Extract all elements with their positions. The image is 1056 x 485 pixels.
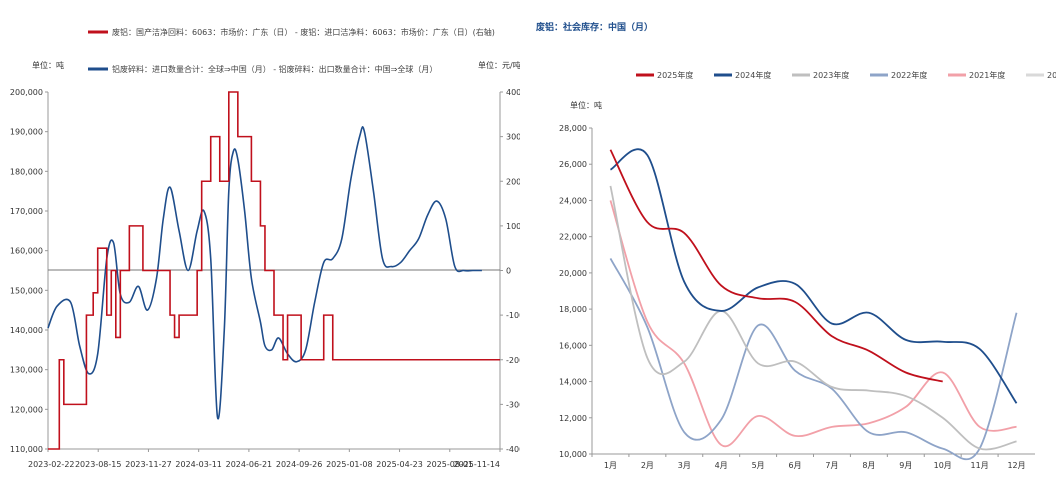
right-plot-series: [609, 148, 1018, 461]
y-tick-label: 12,000: [559, 414, 587, 423]
x-tick-label: 8月: [862, 461, 875, 470]
y-tick-label: 26,000: [559, 160, 587, 169]
y-tick-label: 20,000: [559, 269, 587, 278]
y-tick-label: 18,000: [559, 305, 587, 314]
left-x-tick-label: 2025-08-01: [427, 460, 474, 469]
right-chart: 废铝：社会库存：中国（月） 2025年度 2024年度 2023年度 2022年度 20…: [536, 21, 1056, 470]
left-x-tick-label: 2025-04-23: [376, 460, 423, 469]
left-y-tick-label: 120,000: [10, 405, 43, 414]
legend-label-price-spread: 废铝：国产洁净回料：6063：市场价：广东（日） - 废铝：进口洁净料：6063…: [112, 27, 495, 37]
y-tick-label: 16,000: [559, 341, 587, 350]
right-y-tick-label: 100: [506, 222, 520, 231]
right-y-tick-label: -100: [506, 311, 520, 320]
x-tick-label: 12月: [1007, 461, 1025, 470]
legend-label: 2021年度: [969, 70, 1005, 80]
left-chart: 废铝：国产洁净回料：6063：市场价：广东（日） - 废铝：进口洁净料：6063…: [10, 27, 520, 469]
series-line: [609, 257, 1018, 461]
unit-left: 单位：吨: [32, 60, 64, 70]
legend-label: 2023年度: [813, 70, 849, 80]
left-y-tick-label: 170,000: [10, 207, 43, 216]
series-line: [609, 185, 1017, 451]
series-line: [609, 200, 1017, 448]
right-legend: 2025年度 2024年度 2023年度 2022年度 2021年度 2020年度: [636, 70, 1056, 80]
x-tick-label: 3月: [678, 461, 691, 470]
right-unit: 单位：吨: [570, 100, 602, 110]
x-tick-label: 9月: [899, 461, 912, 470]
series-price-spread-line: [48, 91, 500, 450]
y-tick-label: 14,000: [559, 378, 587, 387]
legend-label: 2025年度: [657, 70, 693, 80]
left-x-tick-label: 2024-03-11: [175, 460, 222, 469]
x-tick-label: 2月: [641, 461, 654, 470]
series-line: [609, 148, 1018, 404]
left-x-tick-label: 2023-11-27: [125, 460, 172, 469]
series-net-import-line: [47, 125, 482, 420]
right-y-tick-label: 200: [506, 177, 520, 186]
legend-label: 2022年度: [891, 70, 927, 80]
right-plot-x-ticks: 1月 2月 3月 4月 5月 6月 7月 8月 9月 10月 11月 12月: [591, 454, 1026, 470]
right-plot-y-ticks: 10,000 12,000 14,000 16,000 18,000 20,000 22,0…: [559, 124, 592, 459]
x-tick-label: 10月: [934, 461, 952, 470]
right-y-tick-label: -200: [506, 356, 520, 365]
left-x-tick-label: 2025-11-14: [454, 460, 501, 469]
left-y-tick-label: 140,000: [10, 326, 43, 335]
x-tick-label: 7月: [825, 461, 838, 470]
left-y-ticks: 110,000 120,000 130,000 140,000 150,000 160,0…: [10, 88, 48, 454]
left-x-tick-label: 2023-02-22: [28, 460, 75, 469]
left-y-tick-label: 110,000: [10, 445, 43, 454]
x-tick-label: 6月: [788, 461, 801, 470]
unit-right: 单位：元/吨: [478, 60, 520, 70]
left-x-ticks: 2023-02-22 2023-08-15 2023-11-27 2024-03-11…: [28, 449, 501, 469]
y-tick-label: 28,000: [559, 124, 587, 133]
left-y-tick-label: 130,000: [10, 366, 43, 375]
y-tick-label: 22,000: [559, 233, 587, 242]
left-x-tick-label: 2024-09-26: [276, 460, 323, 469]
legend-label: 2020年度: [1047, 70, 1056, 80]
x-tick-label: 11月: [971, 461, 989, 470]
y-tick-label: 24,000: [559, 196, 587, 205]
right-y-tick-label: 0: [506, 267, 511, 276]
legend-label: 2024年度: [735, 70, 771, 80]
left-y-tick-label: 160,000: [10, 247, 43, 256]
y-tick-label: 10,000: [559, 450, 587, 459]
left-x-tick-label: 2025-01-08: [326, 460, 373, 469]
left-y-tick-label: 200,000: [10, 88, 43, 97]
right-y-ticks: -400 -300 -200 -100 0 100 200 300 400: [500, 88, 520, 454]
right-chart-title: 废铝：社会库存：中国（月）: [536, 21, 653, 33]
x-tick-label: 5月: [752, 461, 765, 470]
x-tick-label: 1月: [604, 461, 617, 470]
right-y-tick-label: -300: [506, 400, 520, 409]
right-y-tick-label: 300: [506, 133, 520, 142]
left-x-tick-label: 2024-06-21: [226, 460, 273, 469]
x-tick-label: 4月: [715, 461, 728, 470]
legend-label-net-import: 铝废碎料：进口数量合计：全球⇒中国（月） - 铝废碎料：出口数量合计：中国⇒全球…: [112, 64, 437, 74]
left-x-tick-label: 2023-08-15: [75, 460, 122, 469]
left-y-tick-label: 180,000: [10, 167, 43, 176]
right-y-tick-label: 400: [506, 88, 520, 97]
series-line: [609, 149, 943, 383]
right-y-tick-label: -400: [506, 445, 520, 454]
left-y-tick-label: 190,000: [10, 128, 43, 137]
left-y-tick-label: 150,000: [10, 286, 43, 295]
